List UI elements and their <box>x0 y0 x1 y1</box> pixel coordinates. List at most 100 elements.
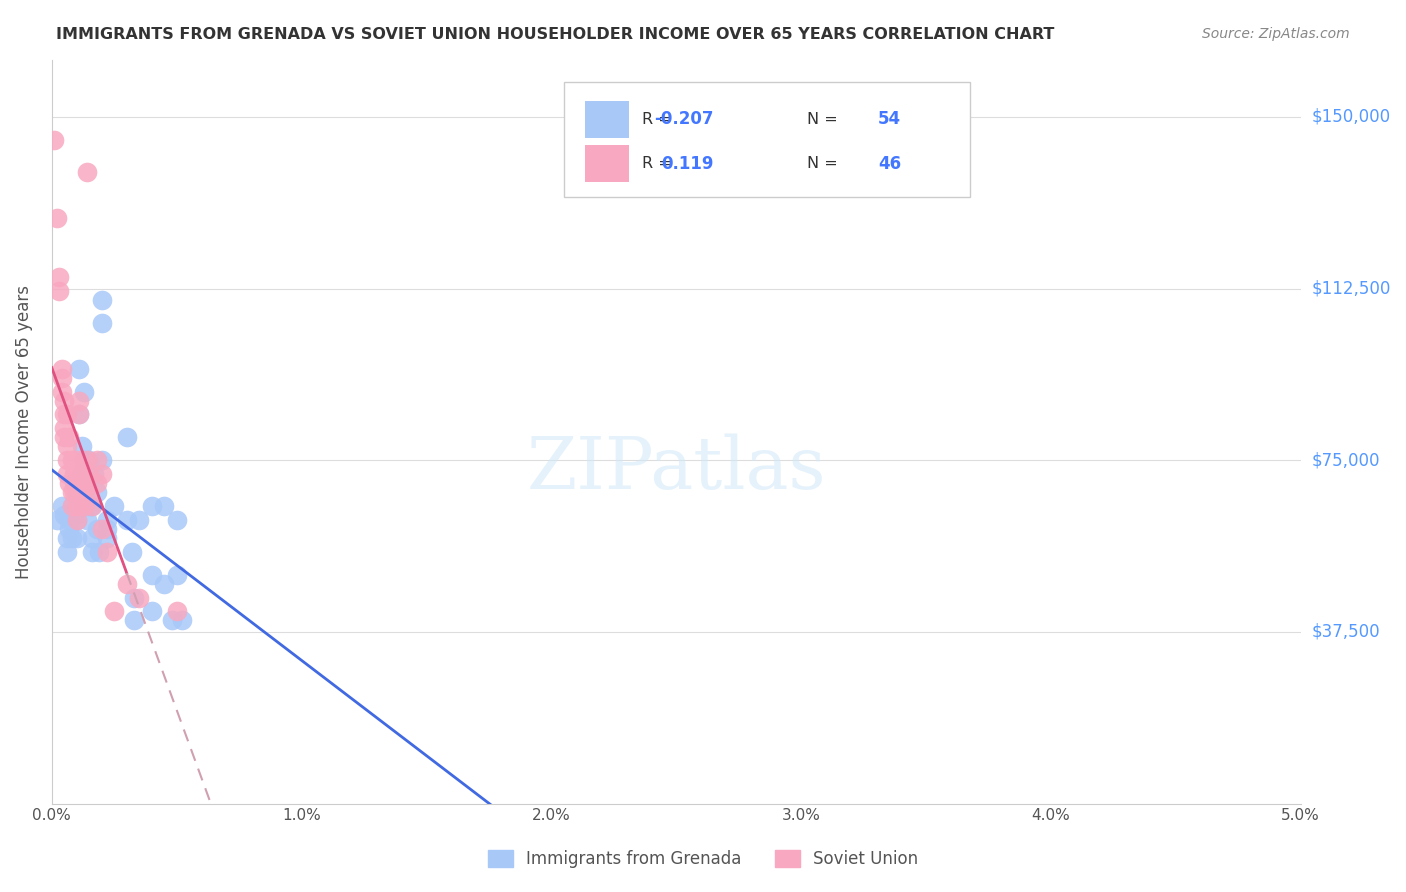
Immigrants from Grenada <box>66 513 89 527</box>
Immigrants from Grenada <box>122 614 145 628</box>
Immigrants from Grenada <box>45 513 67 527</box>
Soviet Union <box>86 453 108 467</box>
Soviet Union <box>63 467 86 481</box>
Immigrants from Grenada <box>128 513 150 527</box>
Immigrants from Grenada <box>90 453 112 467</box>
Soviet Union <box>55 453 77 467</box>
Soviet Union <box>53 408 76 422</box>
Immigrants from Grenada <box>67 361 90 376</box>
Immigrants from Grenada <box>166 567 188 582</box>
Soviet Union <box>53 430 76 444</box>
Immigrants from Grenada <box>170 614 193 628</box>
Soviet Union <box>66 499 89 513</box>
Text: 54: 54 <box>877 110 901 128</box>
Immigrants from Grenada <box>63 476 86 491</box>
Immigrants from Grenada <box>58 513 80 527</box>
Immigrants from Grenada <box>86 522 108 536</box>
Soviet Union <box>51 371 73 385</box>
Immigrants from Grenada <box>63 508 86 523</box>
Soviet Union <box>66 513 89 527</box>
Soviet Union <box>60 499 83 513</box>
FancyBboxPatch shape <box>585 101 628 137</box>
Soviet Union <box>51 384 73 399</box>
Immigrants from Grenada <box>153 499 176 513</box>
Immigrants from Grenada <box>153 577 176 591</box>
Soviet Union <box>66 476 89 491</box>
Immigrants from Grenada <box>77 499 100 513</box>
Soviet Union <box>55 408 77 422</box>
Soviet Union <box>103 604 125 618</box>
Text: R =: R = <box>643 156 678 171</box>
Soviet Union <box>96 545 118 559</box>
Soviet Union <box>53 393 76 408</box>
Immigrants from Grenada <box>90 316 112 330</box>
Soviet Union <box>51 361 73 376</box>
Soviet Union <box>63 485 86 500</box>
Immigrants from Grenada <box>66 485 89 500</box>
Immigrants from Grenada <box>53 508 76 523</box>
Immigrants from Grenada <box>60 499 83 513</box>
Immigrants from Grenada <box>55 531 77 545</box>
Immigrants from Grenada <box>96 522 118 536</box>
Immigrants from Grenada <box>67 408 90 422</box>
Immigrants from Grenada <box>60 531 83 545</box>
Legend: Immigrants from Grenada, Soviet Union: Immigrants from Grenada, Soviet Union <box>481 843 925 875</box>
Soviet Union <box>90 522 112 536</box>
Text: 46: 46 <box>877 155 901 173</box>
Soviet Union <box>77 467 100 481</box>
Soviet Union <box>55 467 77 481</box>
Soviet Union <box>53 421 76 435</box>
Soviet Union <box>90 467 112 481</box>
Immigrants from Grenada <box>80 499 103 513</box>
Immigrants from Grenada <box>141 567 163 582</box>
Immigrants from Grenada <box>76 513 98 527</box>
Immigrants from Grenada <box>122 591 145 605</box>
Text: ZIPatlas: ZIPatlas <box>526 434 825 504</box>
Soviet Union <box>67 408 90 422</box>
Immigrants from Grenada <box>80 545 103 559</box>
Immigrants from Grenada <box>160 614 183 628</box>
FancyBboxPatch shape <box>564 82 970 197</box>
Immigrants from Grenada <box>166 513 188 527</box>
Immigrants from Grenada <box>121 545 143 559</box>
Immigrants from Grenada <box>51 499 73 513</box>
Soviet Union <box>45 211 67 225</box>
Text: R =: R = <box>643 112 678 127</box>
Soviet Union <box>76 453 98 467</box>
Soviet Union <box>73 485 96 500</box>
Soviet Union <box>70 485 93 500</box>
Text: N =: N = <box>807 156 844 171</box>
Immigrants from Grenada <box>141 604 163 618</box>
Soviet Union <box>80 499 103 513</box>
Soviet Union <box>48 270 70 285</box>
Immigrants from Grenada <box>115 430 138 444</box>
Text: N =: N = <box>807 112 844 127</box>
Soviet Union <box>44 133 66 147</box>
Text: $150,000: $150,000 <box>1312 108 1391 126</box>
Immigrants from Grenada <box>80 531 103 545</box>
Text: $37,500: $37,500 <box>1312 623 1381 641</box>
Text: Source: ZipAtlas.com: Source: ZipAtlas.com <box>1202 27 1350 41</box>
Immigrants from Grenada <box>66 531 89 545</box>
Immigrants from Grenada <box>86 485 108 500</box>
Soviet Union <box>128 591 150 605</box>
Soviet Union <box>60 453 83 467</box>
Soviet Union <box>86 476 108 491</box>
Soviet Union <box>115 577 138 591</box>
Soviet Union <box>58 430 80 444</box>
Immigrants from Grenada <box>73 384 96 399</box>
Immigrants from Grenada <box>83 467 105 481</box>
Immigrants from Grenada <box>70 499 93 513</box>
Immigrants from Grenada <box>96 531 118 545</box>
Soviet Union <box>73 499 96 513</box>
Text: IMMIGRANTS FROM GRENADA VS SOVIET UNION HOUSEHOLDER INCOME OVER 65 YEARS CORRELA: IMMIGRANTS FROM GRENADA VS SOVIET UNION … <box>56 27 1054 42</box>
Soviet Union <box>66 453 89 467</box>
Immigrants from Grenada <box>141 499 163 513</box>
Soviet Union <box>77 485 100 500</box>
Immigrants from Grenada <box>90 293 112 307</box>
Immigrants from Grenada <box>73 485 96 500</box>
Soviet Union <box>67 393 90 408</box>
Immigrants from Grenada <box>70 440 93 454</box>
Soviet Union <box>166 604 188 618</box>
Text: 0.119: 0.119 <box>661 155 714 173</box>
